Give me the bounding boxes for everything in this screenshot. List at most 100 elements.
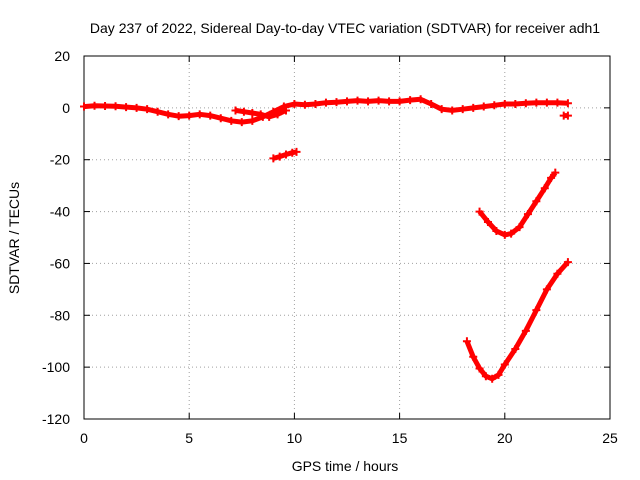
data-point: [174, 112, 183, 121]
data-point: [111, 102, 120, 111]
data-point: [343, 97, 351, 106]
data-point: [427, 99, 436, 108]
data-point: [206, 111, 215, 120]
axis-ticks: 0 5 10 15 20 25 -120 -100 -80 -60 -40 -20 0 20: [42, 48, 618, 446]
y-axis-label: SDTVAR / TECUs: [6, 182, 22, 294]
data-point: [164, 110, 173, 119]
data-point: [547, 173, 556, 182]
data-point: [290, 99, 299, 108]
data-point: [551, 168, 560, 177]
data-point: [281, 150, 290, 159]
data-point: [90, 101, 99, 110]
x-tick-label: 5: [185, 430, 193, 446]
data-point: [469, 103, 478, 112]
data-point: [269, 154, 278, 163]
data-point: [132, 103, 141, 112]
series-arc-upper: [475, 168, 560, 239]
data-point: [332, 98, 341, 107]
data-point: [80, 102, 88, 111]
data-point: [479, 102, 488, 111]
data-point: [237, 118, 246, 127]
data-point: [521, 326, 530, 335]
data-point: [364, 97, 373, 106]
x-axis-label: GPS time / hours: [292, 458, 399, 474]
data-point: [374, 96, 383, 105]
data-point: [490, 101, 499, 110]
x-tick-label: 20: [497, 430, 513, 446]
data-point: [563, 258, 572, 267]
data-point: [292, 147, 301, 156]
data-point: [521, 99, 530, 108]
data-point: [469, 352, 478, 361]
data-point: [511, 344, 520, 353]
data-point: [553, 269, 562, 278]
data-point: [300, 100, 309, 109]
data-point: [321, 98, 330, 107]
series-arc-lower: [462, 258, 572, 383]
data-point: [542, 98, 551, 107]
data-point: [101, 102, 110, 111]
data-point: [500, 360, 509, 369]
data-point: [385, 97, 394, 106]
y-tick-label: -120: [42, 411, 70, 427]
data-point: [542, 285, 551, 294]
data-point: [563, 99, 572, 108]
series-main: [80, 95, 572, 127]
data-point: [511, 99, 520, 108]
data-point: [273, 110, 282, 119]
data-point: [406, 96, 415, 105]
series-line-arc-upper: [477, 171, 558, 238]
x-tick-label: 0: [80, 430, 88, 446]
data-point: [143, 105, 152, 114]
data-point: [256, 110, 265, 119]
data-point: [553, 98, 562, 107]
data-point: [265, 112, 274, 121]
data-point: [185, 111, 194, 120]
data-point: [515, 223, 524, 232]
data-point: [507, 229, 516, 238]
data-point: [532, 197, 541, 206]
data-point: [494, 370, 503, 379]
data-point: [483, 217, 492, 226]
data-point: [532, 98, 541, 107]
data-point: [462, 337, 471, 346]
data-point: [275, 152, 284, 161]
x-tick-label: 10: [287, 430, 303, 446]
data-point: [231, 106, 240, 115]
y-tick-label: -60: [50, 255, 70, 271]
series-segment-9h: [269, 147, 301, 163]
data-point: [248, 116, 257, 125]
series-line-arc-lower: [464, 260, 570, 382]
data-point: [248, 109, 257, 118]
x-tick-label: 25: [602, 430, 618, 446]
data-point: [153, 107, 162, 116]
data-point: [475, 364, 484, 373]
data-point: [523, 210, 532, 219]
data-point: [492, 227, 501, 236]
data-point: [227, 116, 236, 125]
data-marks: [80, 95, 572, 383]
data-point: [416, 95, 425, 104]
y-tick-label: -80: [50, 307, 70, 323]
data-point: [239, 107, 248, 116]
plot-frame: [83, 55, 611, 420]
data-point: [216, 114, 225, 123]
data-point: [500, 230, 509, 239]
data-point: [540, 184, 549, 193]
y-tick-label: 0: [62, 100, 70, 116]
data-point: [448, 106, 457, 115]
data-point: [311, 99, 320, 108]
x-tick-label: 15: [392, 430, 408, 446]
data-point: [122, 103, 131, 112]
data-point: [195, 110, 204, 119]
data-point: [481, 372, 490, 381]
data-point: [281, 106, 290, 115]
y-tick-label: -20: [50, 152, 70, 168]
data-point: [532, 306, 541, 315]
y-tick-label: -100: [42, 359, 70, 375]
data-point: [475, 207, 484, 216]
data-point: [488, 374, 497, 383]
data-point: [395, 97, 404, 106]
data-point: [500, 99, 509, 108]
